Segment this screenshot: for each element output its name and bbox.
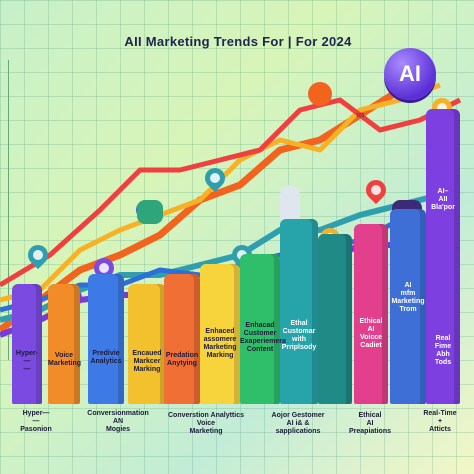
bar-label: Ethal Customar with Prriplsody (281, 320, 317, 351)
bar-label: AI mfm Marketing Trom (391, 282, 425, 313)
caption: Converstion Analyttics Voice Marketing (168, 412, 244, 435)
bar-3 (88, 274, 124, 404)
caption: Aojor Gestomer AI i& & sapplications (271, 412, 325, 435)
bar-label: Predation Anytying (165, 352, 199, 367)
bar-1 (12, 284, 42, 404)
gear-icon (308, 82, 332, 106)
mini-label: 103 (356, 113, 365, 119)
bar-7 (240, 254, 280, 404)
bar-label: Encaued Markcer Marking (132, 350, 162, 373)
bar-9 (318, 234, 352, 404)
y-axis (0, 60, 9, 360)
bar-2 (48, 284, 80, 404)
bar-5 (164, 274, 200, 404)
caption: Conversionmation AN Mogies (87, 410, 149, 433)
bar-6 (200, 264, 240, 404)
ai-badge: AI (384, 48, 436, 100)
bar-label: Predivie Analytics (90, 350, 122, 365)
caption: Ethical AI Preapiations (348, 412, 391, 435)
bar-label: Enhaced assomere Marketing Marking (203, 328, 237, 359)
chart-icon (137, 200, 163, 224)
bar-label: Ethical AI Voicce Cadiet (359, 318, 383, 349)
bar-label: Voice Marketing (48, 352, 82, 367)
bar-label: Hyper- — — (15, 350, 39, 373)
bar-11 (390, 209, 426, 404)
bar-12 (426, 109, 460, 404)
robot-icon (280, 185, 300, 227)
caption: Hyper— — Pasonion (20, 410, 52, 433)
bar-top-label: AI– AII Bla'por (431, 188, 455, 211)
bar-4 (128, 284, 166, 404)
bar-8 (280, 219, 318, 404)
bar-label: Enhacad Customer Exaperiemera Content (240, 322, 286, 353)
trend-line-red (0, 97, 462, 288)
bar-10 (354, 224, 388, 404)
page-title: AII Marketing Trends For | For 2024 (124, 34, 352, 49)
bar-label: Real Fime Abh Tods (434, 335, 452, 366)
caption: Real-Time + Atticts (423, 410, 457, 433)
